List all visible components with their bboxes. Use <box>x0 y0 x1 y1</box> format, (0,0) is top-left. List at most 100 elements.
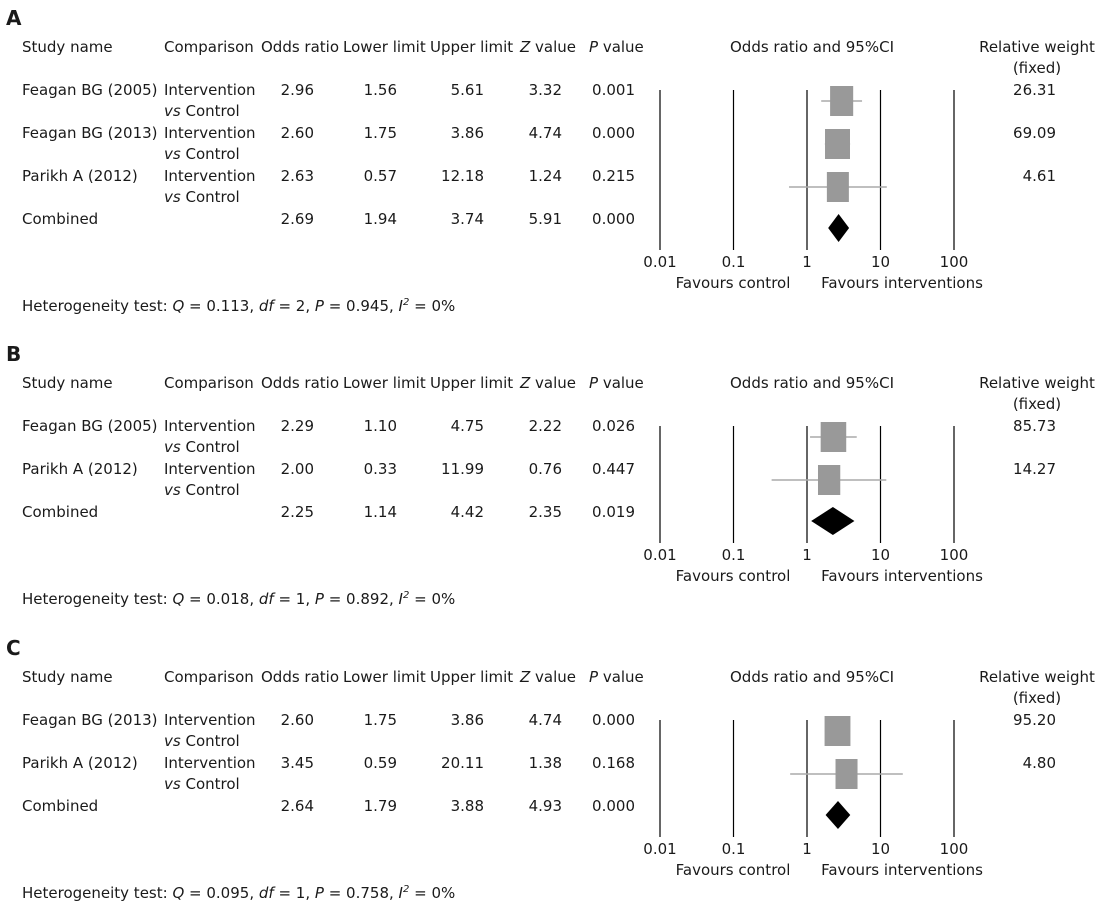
header-comparison: Comparison <box>164 38 254 56</box>
het-i2-value: 0% <box>431 297 456 315</box>
lower-limit-value: 0.57 <box>363 167 397 185</box>
study-name: Combined <box>22 797 99 815</box>
favours-control-label: Favours control <box>676 274 791 292</box>
het-q-symbol: Q <box>172 590 185 608</box>
study-name: Feagan BG (2005) <box>22 417 158 435</box>
p-value: 0.026 <box>592 417 635 435</box>
comparison-vs: vs <box>164 775 181 793</box>
het-q-eq: = <box>184 297 207 315</box>
forest-panel-a: A Study name Comparison Odds ratio Lower lim… <box>0 0 1109 315</box>
het-p-value: 0.892 <box>346 590 389 608</box>
relative-weight-value: 14.27 <box>1013 460 1056 478</box>
relative-weight-value: 85.73 <box>1013 417 1056 435</box>
comparison-line2: vs Control <box>164 732 240 750</box>
comparison-line1: Intervention <box>164 754 256 772</box>
x-tick-label: 0.01 <box>643 840 676 858</box>
z-value: 4.74 <box>528 711 562 729</box>
favours-control-label: Favours control <box>676 861 791 879</box>
comparison-vs: vs <box>164 481 181 499</box>
header-p-italic: P <box>589 38 599 56</box>
forest-panel-b: B Study name Comparison Odds ratio Lower lim… <box>0 336 1109 626</box>
lower-limit-value: 0.59 <box>363 754 397 772</box>
het-sep: , <box>249 884 259 902</box>
comparison-control: Control <box>180 145 240 163</box>
study-point-box <box>817 465 841 495</box>
het-df-symbol: df <box>258 297 274 315</box>
header-z-rest: value <box>530 374 577 392</box>
header-upper-limit: Upper limit <box>430 374 514 392</box>
het-q-symbol: Q <box>172 297 185 315</box>
favours-control-label: Favours control <box>676 567 791 585</box>
header-relative-weight: Relative weight <box>979 38 1095 56</box>
lower-limit-value: 1.10 <box>363 417 397 435</box>
header-odds-ratio: Odds ratio <box>261 38 340 56</box>
header-z-value: Z value <box>520 668 576 686</box>
header-plot-title: Odds ratio and 95%CI <box>729 374 894 392</box>
study-name: Feagan BG (2005) <box>22 81 158 99</box>
header-z-value: Z value <box>520 374 576 392</box>
odds-ratio-value: 2.00 <box>280 460 314 478</box>
x-tick-label: 10 <box>871 546 890 564</box>
x-tick-label: 1 <box>802 840 812 858</box>
header-lower-limit: Lower limit <box>343 38 426 56</box>
comparison-line1: Intervention <box>164 711 256 729</box>
het-prefix: Heterogeneity test: <box>22 297 173 315</box>
het-df-value: 1 <box>295 590 306 608</box>
heterogeneity-test: Heterogeneity test: Q = 0.113, df = 2, P… <box>22 297 455 315</box>
p-value: 0.000 <box>592 797 635 815</box>
header-p-italic: P <box>589 374 599 392</box>
study-name: Parikh A (2012) <box>22 754 138 772</box>
header-z-italic: Z <box>520 38 531 56</box>
upper-limit-value: 5.61 <box>450 81 484 99</box>
z-value: 5.91 <box>528 210 562 228</box>
het-i2-eq: = <box>409 297 432 315</box>
upper-limit-value: 3.86 <box>450 711 484 729</box>
p-value: 0.168 <box>592 754 635 772</box>
het-df-eq: = <box>273 297 296 315</box>
het-p-symbol: P <box>314 297 324 315</box>
z-value: 3.32 <box>528 81 562 99</box>
het-sep: , <box>389 297 399 315</box>
het-q-value: 0.095 <box>206 884 250 902</box>
comparison-line1: Intervention <box>164 417 256 435</box>
header-plot-title: Odds ratio and 95%CI <box>729 38 894 56</box>
study-point-box <box>830 86 854 116</box>
het-df-symbol: df <box>258 590 274 608</box>
comparison-vs: vs <box>164 438 181 456</box>
lower-limit-value: 1.79 <box>363 797 397 815</box>
z-value: 2.35 <box>528 503 562 521</box>
header-weight-fixed: (fixed) <box>1012 689 1062 707</box>
z-value: 0.76 <box>528 460 562 478</box>
het-p-value: 0.758 <box>346 884 389 902</box>
combined-diamond <box>825 801 851 829</box>
header-p-rest: value <box>598 374 644 392</box>
header-p-italic: P <box>589 668 599 686</box>
odds-ratio-value: 3.45 <box>280 754 314 772</box>
x-tick-label: 0.01 <box>643 546 676 564</box>
het-q-symbol: Q <box>172 884 185 902</box>
comparison-line1: Intervention <box>164 81 256 99</box>
panel-letter: C <box>6 636 21 660</box>
x-tick-label: 1 <box>802 546 812 564</box>
comparison-line2: vs Control <box>164 775 240 793</box>
comparison-control: Control <box>180 732 240 750</box>
het-i2-symbol: I2 <box>398 590 410 608</box>
het-df-eq: = <box>273 590 296 608</box>
comparison-control: Control <box>180 775 240 793</box>
comparison-control: Control <box>180 102 240 120</box>
header-z-italic: Z <box>520 668 531 686</box>
header-lower-limit: Lower limit <box>343 668 426 686</box>
odds-ratio-value: 2.29 <box>280 417 314 435</box>
header-study-name: Study name <box>22 668 113 686</box>
forest-panel-c: C Study name Comparison Odds ratio Lower lim… <box>0 630 1109 920</box>
header-weight-fixed: (fixed) <box>1012 59 1062 77</box>
upper-limit-value: 3.74 <box>450 210 484 228</box>
header-p-rest: value <box>598 38 644 56</box>
upper-limit-value: 3.88 <box>450 797 484 815</box>
comparison-vs: vs <box>164 188 181 206</box>
het-df-value: 1 <box>295 884 306 902</box>
odds-ratio-value: 2.60 <box>280 711 314 729</box>
header-z-rest: value <box>530 668 577 686</box>
lower-limit-value: 1.75 <box>363 124 397 142</box>
lower-limit-value: 1.94 <box>363 210 397 228</box>
